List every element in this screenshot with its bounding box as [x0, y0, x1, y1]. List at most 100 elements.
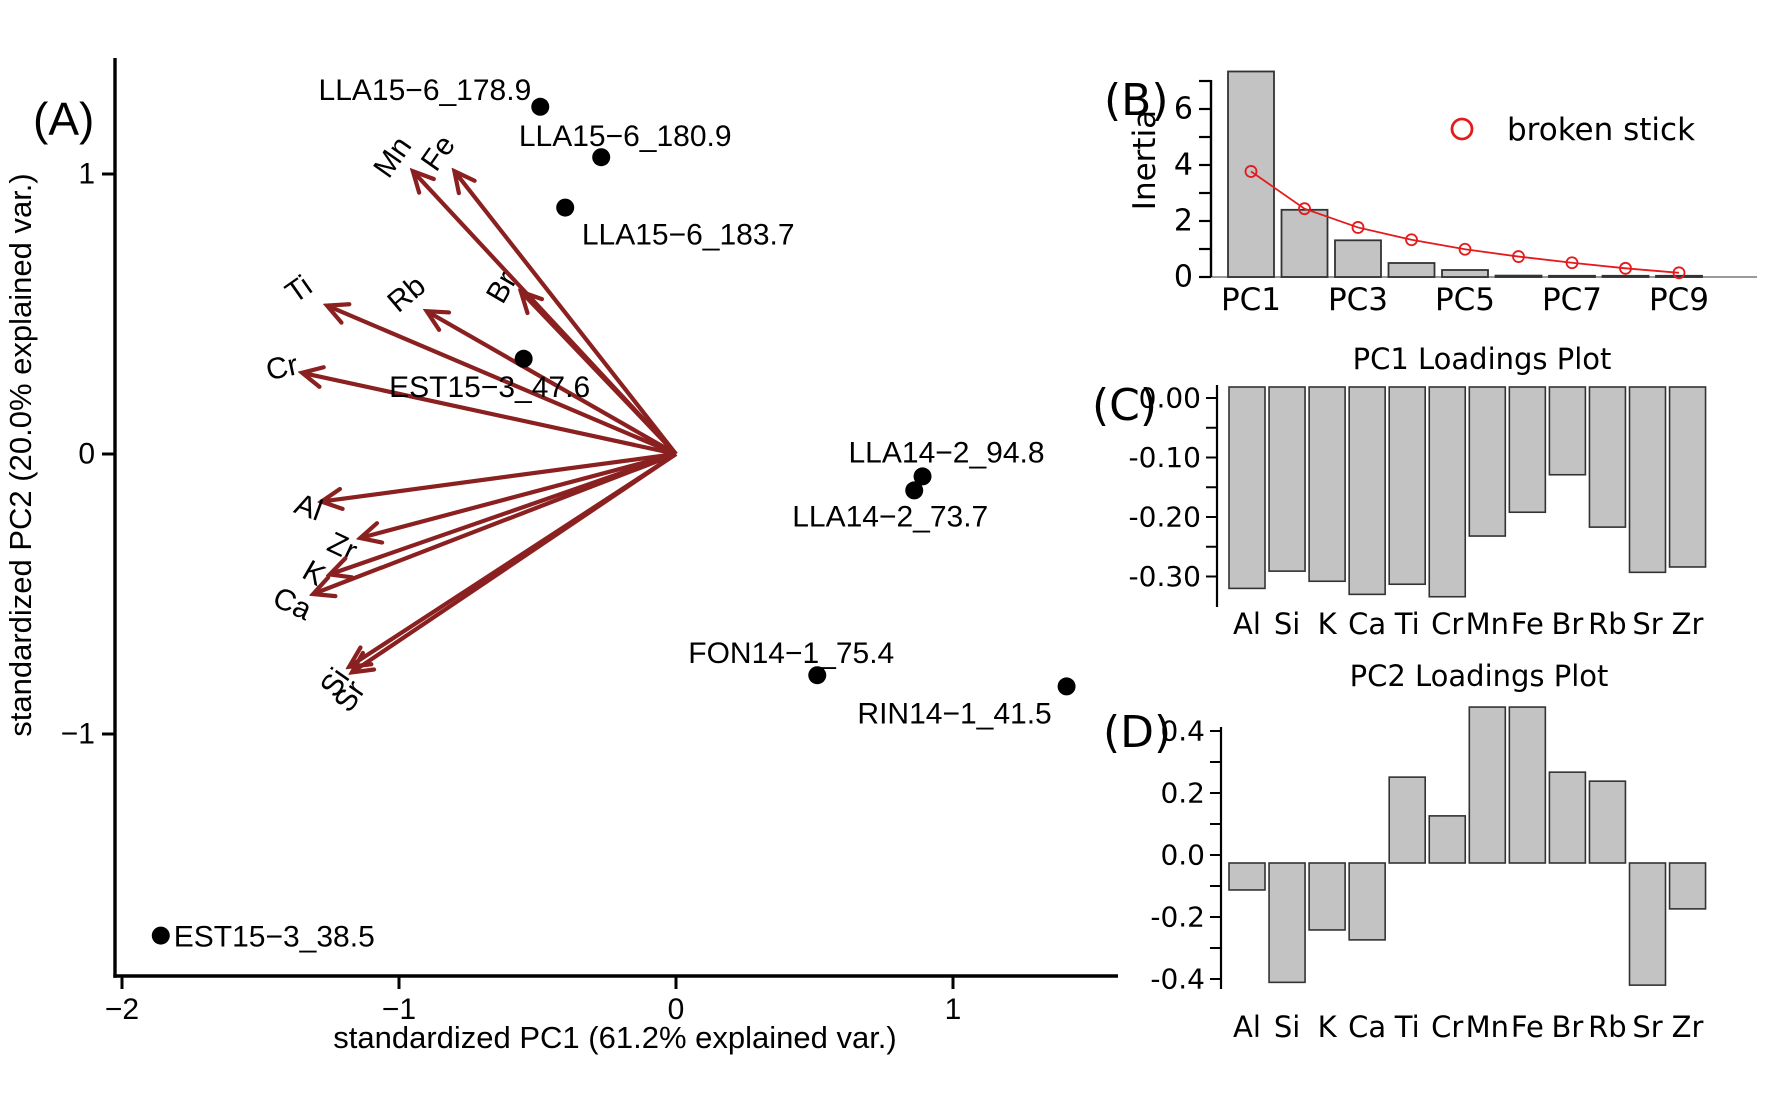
- sample-point-label: EST15−3_47.6: [389, 371, 590, 404]
- panel-d-category-label-Cr: Cr: [1431, 1010, 1463, 1044]
- panel-c-category-label-Si: Si: [1274, 607, 1300, 641]
- broken-stick-point: [1351, 221, 1365, 234]
- panel-c-category-label-Mn: Mn: [1466, 607, 1509, 641]
- panel-d-letter: (D): [1103, 707, 1171, 758]
- panel-b-category-label-PC1: PC1: [1221, 282, 1281, 318]
- panel-a-biplot: (A) standardized PC1 (61.2% explained va…: [3, 58, 1118, 1055]
- pc1-loading-bar-Al: [1228, 386, 1266, 590]
- panel-d-y-tick-label: 0.2: [1160, 777, 1205, 810]
- sample-point: [592, 148, 611, 167]
- scree-bar-PC5: [1441, 269, 1489, 278]
- broken-stick-point: [1298, 202, 1311, 216]
- panel-c-title: PC1 Loadings Plot: [1353, 342, 1612, 376]
- pc2-loading-bar-Zr: [1668, 862, 1707, 910]
- sample-point: [905, 481, 924, 500]
- broken-stick-point: [1619, 261, 1632, 275]
- sample-point-label: LLA15−6_178.9: [319, 74, 532, 107]
- scree-bar-PC3: [1334, 239, 1382, 278]
- pc2-loading-bar-K: [1308, 862, 1346, 931]
- panel-c-plot-area: 0.00 -0.10 -0.20 -0.30 Al Si K Ca Ti Cr Mn Fe Br Rb Sr…: [1129, 382, 1707, 641]
- pc1-loading-bar-Rb: [1588, 386, 1627, 528]
- panel-b-category-label-PC5: PC5: [1435, 282, 1495, 318]
- panel-a-x-axis-title: standardized PC1 (61.2% explained var.): [333, 1020, 897, 1055]
- scree-bar-PC1: [1227, 70, 1275, 278]
- sample-point: [151, 926, 170, 945]
- panel-d-category-label-Br: Br: [1551, 1010, 1583, 1044]
- pc2-loading-bar-Br: [1548, 771, 1587, 864]
- loading-arrow-Zr: [360, 451, 677, 538]
- panel-a-x-tick-label: 0: [668, 993, 685, 1026]
- sample-point-label: EST15−3_38.5: [174, 921, 375, 954]
- scree-bar-PC8: [1601, 274, 1650, 278]
- panel-d-category-label-Al: Al: [1233, 1010, 1261, 1044]
- pc2-loading-bar-Cr: [1428, 815, 1467, 864]
- loading-arrow-Ti: [327, 306, 677, 456]
- loading-arrow-Rb: [427, 311, 678, 456]
- pc1-loading-bar-Si: [1268, 386, 1306, 572]
- panel-b-category-label-PC7: PC7: [1542, 282, 1602, 318]
- panel-d-y-tick-label: 0.4: [1160, 715, 1205, 748]
- sample-point-label: LLA14−2_73.7: [792, 500, 988, 533]
- panel-a-x-tick-label: −1: [382, 993, 416, 1026]
- broken-stick-line: [1250, 170, 1680, 274]
- scree-bar-PC4: [1387, 262, 1436, 278]
- panel-a-letter: (A): [33, 93, 94, 145]
- panel-d-category-label-Fe: Fe: [1511, 1010, 1544, 1044]
- loading-arrow-Ca: [313, 452, 677, 594]
- broken-stick-point: [1512, 250, 1525, 263]
- panel-d-plot-area: 0.4 0.2 0.0 -0.2 -0.4 Al Si K Ca Ti Cr Mn Fe Br Rb Sr Zr: [1150, 706, 1707, 1044]
- panel-d-y-tick-label: -0.2: [1150, 901, 1205, 934]
- panel-c-letter: (C): [1092, 380, 1157, 431]
- panel-d-category-label-Rb: Rb: [1588, 1010, 1627, 1044]
- panel-c-y-tick-label: -0.10: [1129, 441, 1201, 474]
- broken-stick-legend-label: broken stick: [1507, 112, 1695, 148]
- panel-c-pc1-loadings: (C) PC1 Loadings Plot 0.00 -0.10 -0.20 -0.3…: [1092, 342, 1707, 641]
- loading-arrow-Cr: [302, 373, 677, 457]
- panel-d-category-label-Sr: Sr: [1632, 1010, 1662, 1044]
- panel-a-y-axis-title: standardized PC2 (20.0% explained var.): [3, 173, 38, 737]
- panel-b-legend: broken stick: [1450, 112, 1695, 148]
- panel-a-y-tick-label: 1: [78, 158, 95, 191]
- panel-b-y-tick-label: 2: [1174, 204, 1193, 239]
- panel-b-y-axis-title: Inertia: [1127, 110, 1163, 210]
- sample-point: [913, 467, 932, 486]
- loading-arrow-label-Ti: Ti: [280, 269, 318, 310]
- broken-stick-point: [1565, 256, 1579, 270]
- loading-arrow-Sr: [352, 452, 678, 672]
- panel-c-category-label-Sr: Sr: [1632, 607, 1662, 641]
- panel-d-category-label-Mn: Mn: [1466, 1010, 1509, 1044]
- loading-arrow-Al: [321, 451, 677, 502]
- pc2-loading-bar-Ca: [1348, 862, 1386, 941]
- sample-point: [514, 349, 533, 368]
- pc1-loading-bar-Zr: [1668, 386, 1707, 568]
- loading-arrow-label-Fe: Fe: [415, 129, 462, 177]
- broken-stick-point: [1405, 233, 1418, 247]
- pc2-loading-bar-Sr: [1628, 862, 1667, 986]
- scree-bar-PC6: [1494, 274, 1543, 278]
- panel-c-y-tick-label: -0.20: [1129, 501, 1201, 534]
- scree-bar-PC2: [1280, 208, 1329, 278]
- panel-d-category-label-Ca: Ca: [1348, 1010, 1386, 1044]
- panel-b-category-label-PC3: PC3: [1328, 282, 1388, 318]
- pc1-loading-bar-Ti: [1388, 386, 1426, 586]
- loading-arrow-label-Cr: Cr: [263, 348, 301, 387]
- pc2-loading-bar-Al: [1228, 862, 1266, 891]
- loading-arrow-label-K: K: [297, 554, 331, 593]
- panel-c-category-label-Rb: Rb: [1588, 607, 1627, 641]
- pc1-loading-bar-Mn: [1468, 386, 1507, 537]
- sample-point-label: LLA14−2_94.8: [849, 436, 1045, 469]
- panel-b-y-tick-label: 4: [1174, 148, 1193, 183]
- panel-c-category-label-Ti: Ti: [1394, 607, 1420, 641]
- loading-arrow-label-Br: Br: [480, 266, 524, 308]
- sample-point-label: LLA15−6_183.7: [582, 219, 795, 252]
- pc2-loading-bar-Si: [1268, 862, 1306, 984]
- panel-d-category-label-Si: Si: [1274, 1010, 1300, 1044]
- broken-stick-point: [1458, 242, 1472, 256]
- pc1-loading-bar-Sr: [1628, 386, 1667, 574]
- sample-point: [531, 97, 550, 116]
- pc2-loading-bar-Mn: [1468, 706, 1507, 864]
- broken-stick-point: [1672, 266, 1686, 280]
- sample-point-label: FON14−1_75.4: [688, 637, 894, 670]
- panel-d-category-label-Zr: Zr: [1672, 1010, 1704, 1044]
